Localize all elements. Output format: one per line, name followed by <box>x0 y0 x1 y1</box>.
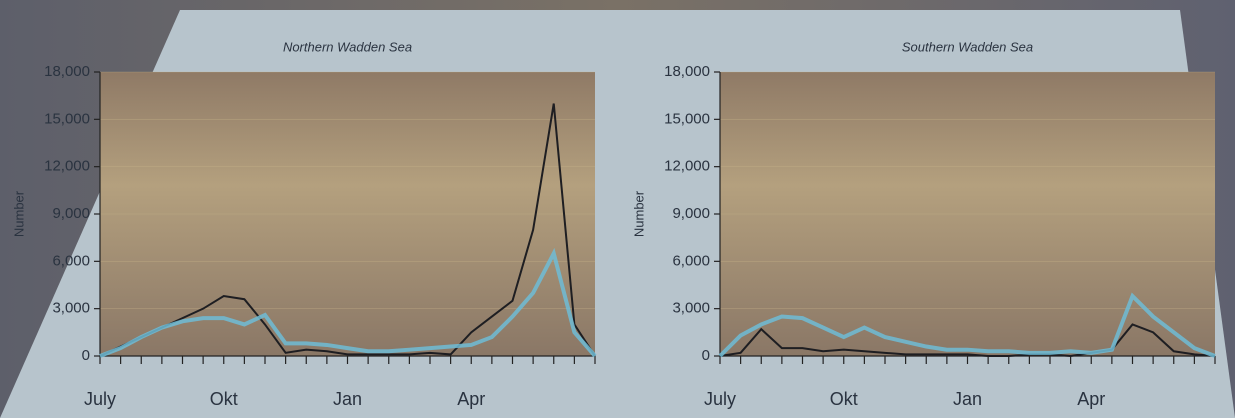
y-tick-label: 3,000 <box>672 300 710 317</box>
x-tick-label: July <box>704 389 736 409</box>
x-tick-label: Okt <box>210 389 238 409</box>
photo: Northern Wadden Sea Number 0 3,000 6,000 9,00… <box>0 0 1235 418</box>
y-tick-label: 12,000 <box>664 158 710 175</box>
x-tick-label: Okt <box>830 389 858 409</box>
y-tick-label: 18,000 <box>44 63 90 80</box>
chart-title: Southern Wadden Sea <box>902 39 1033 54</box>
x-tick-label: Jan <box>333 389 362 409</box>
x-tick-label: July <box>84 389 116 409</box>
y-axis-label: Number <box>631 190 646 237</box>
x-tick-label: Jan <box>953 389 982 409</box>
x-tick-label: Apr <box>1077 389 1105 409</box>
chart-title: Northern Wadden Sea <box>283 39 412 54</box>
y-tick-label: 18,000 <box>664 63 710 80</box>
y-tick-label: 3,000 <box>52 300 90 317</box>
y-tick-label: 6,000 <box>52 252 90 269</box>
y-tick-label: 9,000 <box>672 205 710 222</box>
y-tick-label: 6,000 <box>672 252 710 269</box>
y-tick-label: 15,000 <box>664 110 710 127</box>
y-tick-label: 12,000 <box>44 158 90 175</box>
y-tick-label: 0 <box>82 347 90 364</box>
y-tick-label: 0 <box>702 347 710 364</box>
y-axis-label: Number <box>11 190 26 237</box>
x-tick-label: Apr <box>457 389 485 409</box>
y-tick-label: 15,000 <box>44 110 90 127</box>
y-tick-label: 9,000 <box>52 205 90 222</box>
